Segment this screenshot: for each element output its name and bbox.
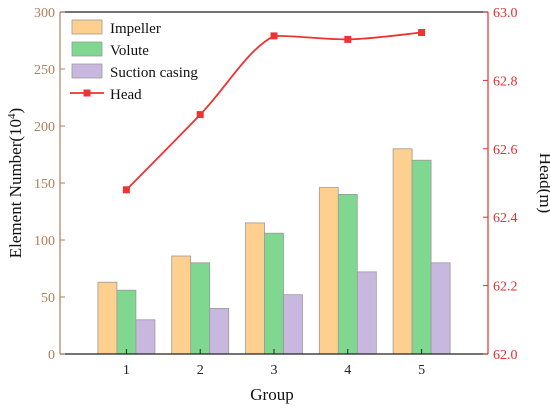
head-point-group-1: [122, 186, 130, 194]
head-line: [125, 31, 422, 191]
bar-volute-group-5: [411, 159, 432, 355]
left-tick-label: 0: [48, 348, 55, 363]
bar-volute-group-1: [116, 289, 137, 355]
x-tick-label: 3: [271, 363, 278, 378]
left-tick-label: 150: [34, 177, 55, 192]
bar-suction-casing-group-4: [356, 271, 377, 355]
bar-impeller-group-4: [318, 187, 339, 355]
legend-label-impeller: Impeller: [110, 21, 161, 37]
head-point-group-3: [270, 32, 278, 40]
x-tick-label: 2: [197, 363, 204, 378]
bar-layer: [97, 148, 451, 355]
x-tick-label: 1: [123, 363, 130, 378]
bar-suction-casing-group-3: [283, 294, 303, 355]
bar-volute-group-3: [264, 232, 284, 355]
axes: 0 50 100 150 200 250 300 62.0 62.2 62.4 62.6 62.8 63…: [34, 6, 518, 378]
bar-suction-casing-group-5: [430, 262, 451, 355]
right-tick-label: 62.4: [493, 211, 518, 226]
legend: Impeller Volute Suction casing Head: [70, 19, 198, 103]
right-tick-label: 62.6: [493, 143, 518, 158]
left-tick-label: 200: [34, 120, 55, 135]
left-tick-label: 100: [34, 234, 55, 249]
legend-label-volute: Volute: [110, 43, 149, 59]
bar-suction-casing-group-2: [209, 307, 230, 355]
legend-swatch-impeller: [71, 19, 103, 35]
x-axis-title: Group: [250, 385, 293, 404]
bar-impeller-group-3: [245, 222, 265, 355]
head-point-group-2: [196, 111, 204, 119]
legend-label-head: Head: [110, 87, 142, 103]
head-line-layer: [122, 29, 426, 194]
bar-impeller-group-1: [97, 281, 118, 355]
bar-volute-group-2: [190, 262, 211, 355]
legend-swatch-suction-casing: [71, 63, 103, 79]
x-tick-label: 5: [418, 363, 425, 378]
x-tick-label: 4: [344, 363, 351, 378]
right-tick-label: 62.8: [493, 74, 518, 89]
left-axis-title: Element Number(104): [6, 108, 25, 258]
head-point-group-5: [418, 29, 426, 36]
right-tick-label: 63.0: [493, 6, 518, 21]
legend-label-suction-casing: Suction casing: [110, 65, 198, 81]
left-tick-label: 250: [34, 63, 55, 78]
legend-marker-head: [83, 89, 91, 97]
bar-suction-casing-group-1: [135, 319, 156, 355]
head-point-group-4: [344, 35, 352, 43]
left-tick-label: 300: [34, 6, 55, 21]
legend-swatch-volute: [71, 41, 103, 57]
right-tick-label: 62.0: [493, 348, 518, 363]
right-tick-label: 62.2: [493, 280, 518, 295]
right-axis-title: Head(m): [536, 153, 550, 213]
left-tick-label: 50: [41, 291, 55, 306]
bar-impeller-group-5: [392, 148, 413, 355]
bar-volute-group-4: [337, 193, 358, 355]
bar-impeller-group-2: [171, 255, 192, 355]
